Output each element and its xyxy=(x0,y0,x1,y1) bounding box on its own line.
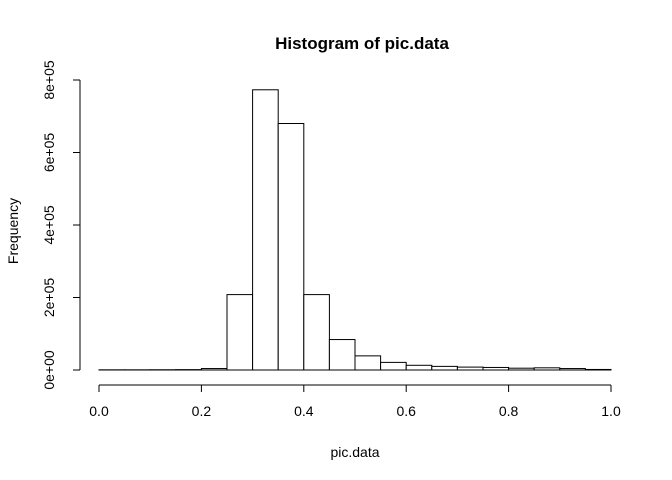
histogram-bar-13 xyxy=(431,365,458,371)
x-tick-label: 0.2 xyxy=(192,403,212,419)
y-axis-label: Frequency xyxy=(5,198,21,264)
histogram-bar-4 xyxy=(200,368,228,371)
histogram-bar-10 xyxy=(354,355,382,371)
histogram-bar-19 xyxy=(584,368,612,371)
histogram-bar-5 xyxy=(226,294,254,371)
histogram-bar-17 xyxy=(533,367,561,371)
histogram-bar-12 xyxy=(405,364,433,371)
histogram-bar-7 xyxy=(277,123,305,371)
histogram-bar-8 xyxy=(303,294,330,371)
y-tick-label: 8e+05 xyxy=(41,60,57,100)
histogram-bar-9 xyxy=(328,339,356,371)
histogram-bar-6 xyxy=(252,89,279,371)
x-tick-label: 0.4 xyxy=(294,403,314,419)
histogram-bars xyxy=(98,89,612,371)
histogram-bar-14 xyxy=(456,366,484,371)
y-tick-label: 4e+05 xyxy=(41,205,57,245)
x-tick-label: 0.8 xyxy=(499,403,519,419)
x-tick-label: 1.0 xyxy=(601,403,621,419)
y-tick-label: 6e+05 xyxy=(41,133,57,173)
histogram-bar-16 xyxy=(508,367,535,371)
histogram-bar-15 xyxy=(482,366,510,371)
y-axis: 0e+00 2e+05 4e+05 6e+05 8e+05 xyxy=(41,60,81,390)
x-axis: 0.0 0.2 0.4 0.6 0.8 1.0 xyxy=(89,384,621,419)
x-tick-label: 0.0 xyxy=(89,403,109,419)
x-axis-label: pic.data xyxy=(330,444,379,460)
y-tick-label: 0e+00 xyxy=(41,350,57,390)
histogram-bar-18 xyxy=(559,368,586,371)
chart-title: Histogram of pic.data xyxy=(275,34,449,53)
histogram-bar-11 xyxy=(380,361,407,371)
y-tick-label: 2e+05 xyxy=(41,278,57,318)
x-tick-label: 0.6 xyxy=(396,403,416,419)
